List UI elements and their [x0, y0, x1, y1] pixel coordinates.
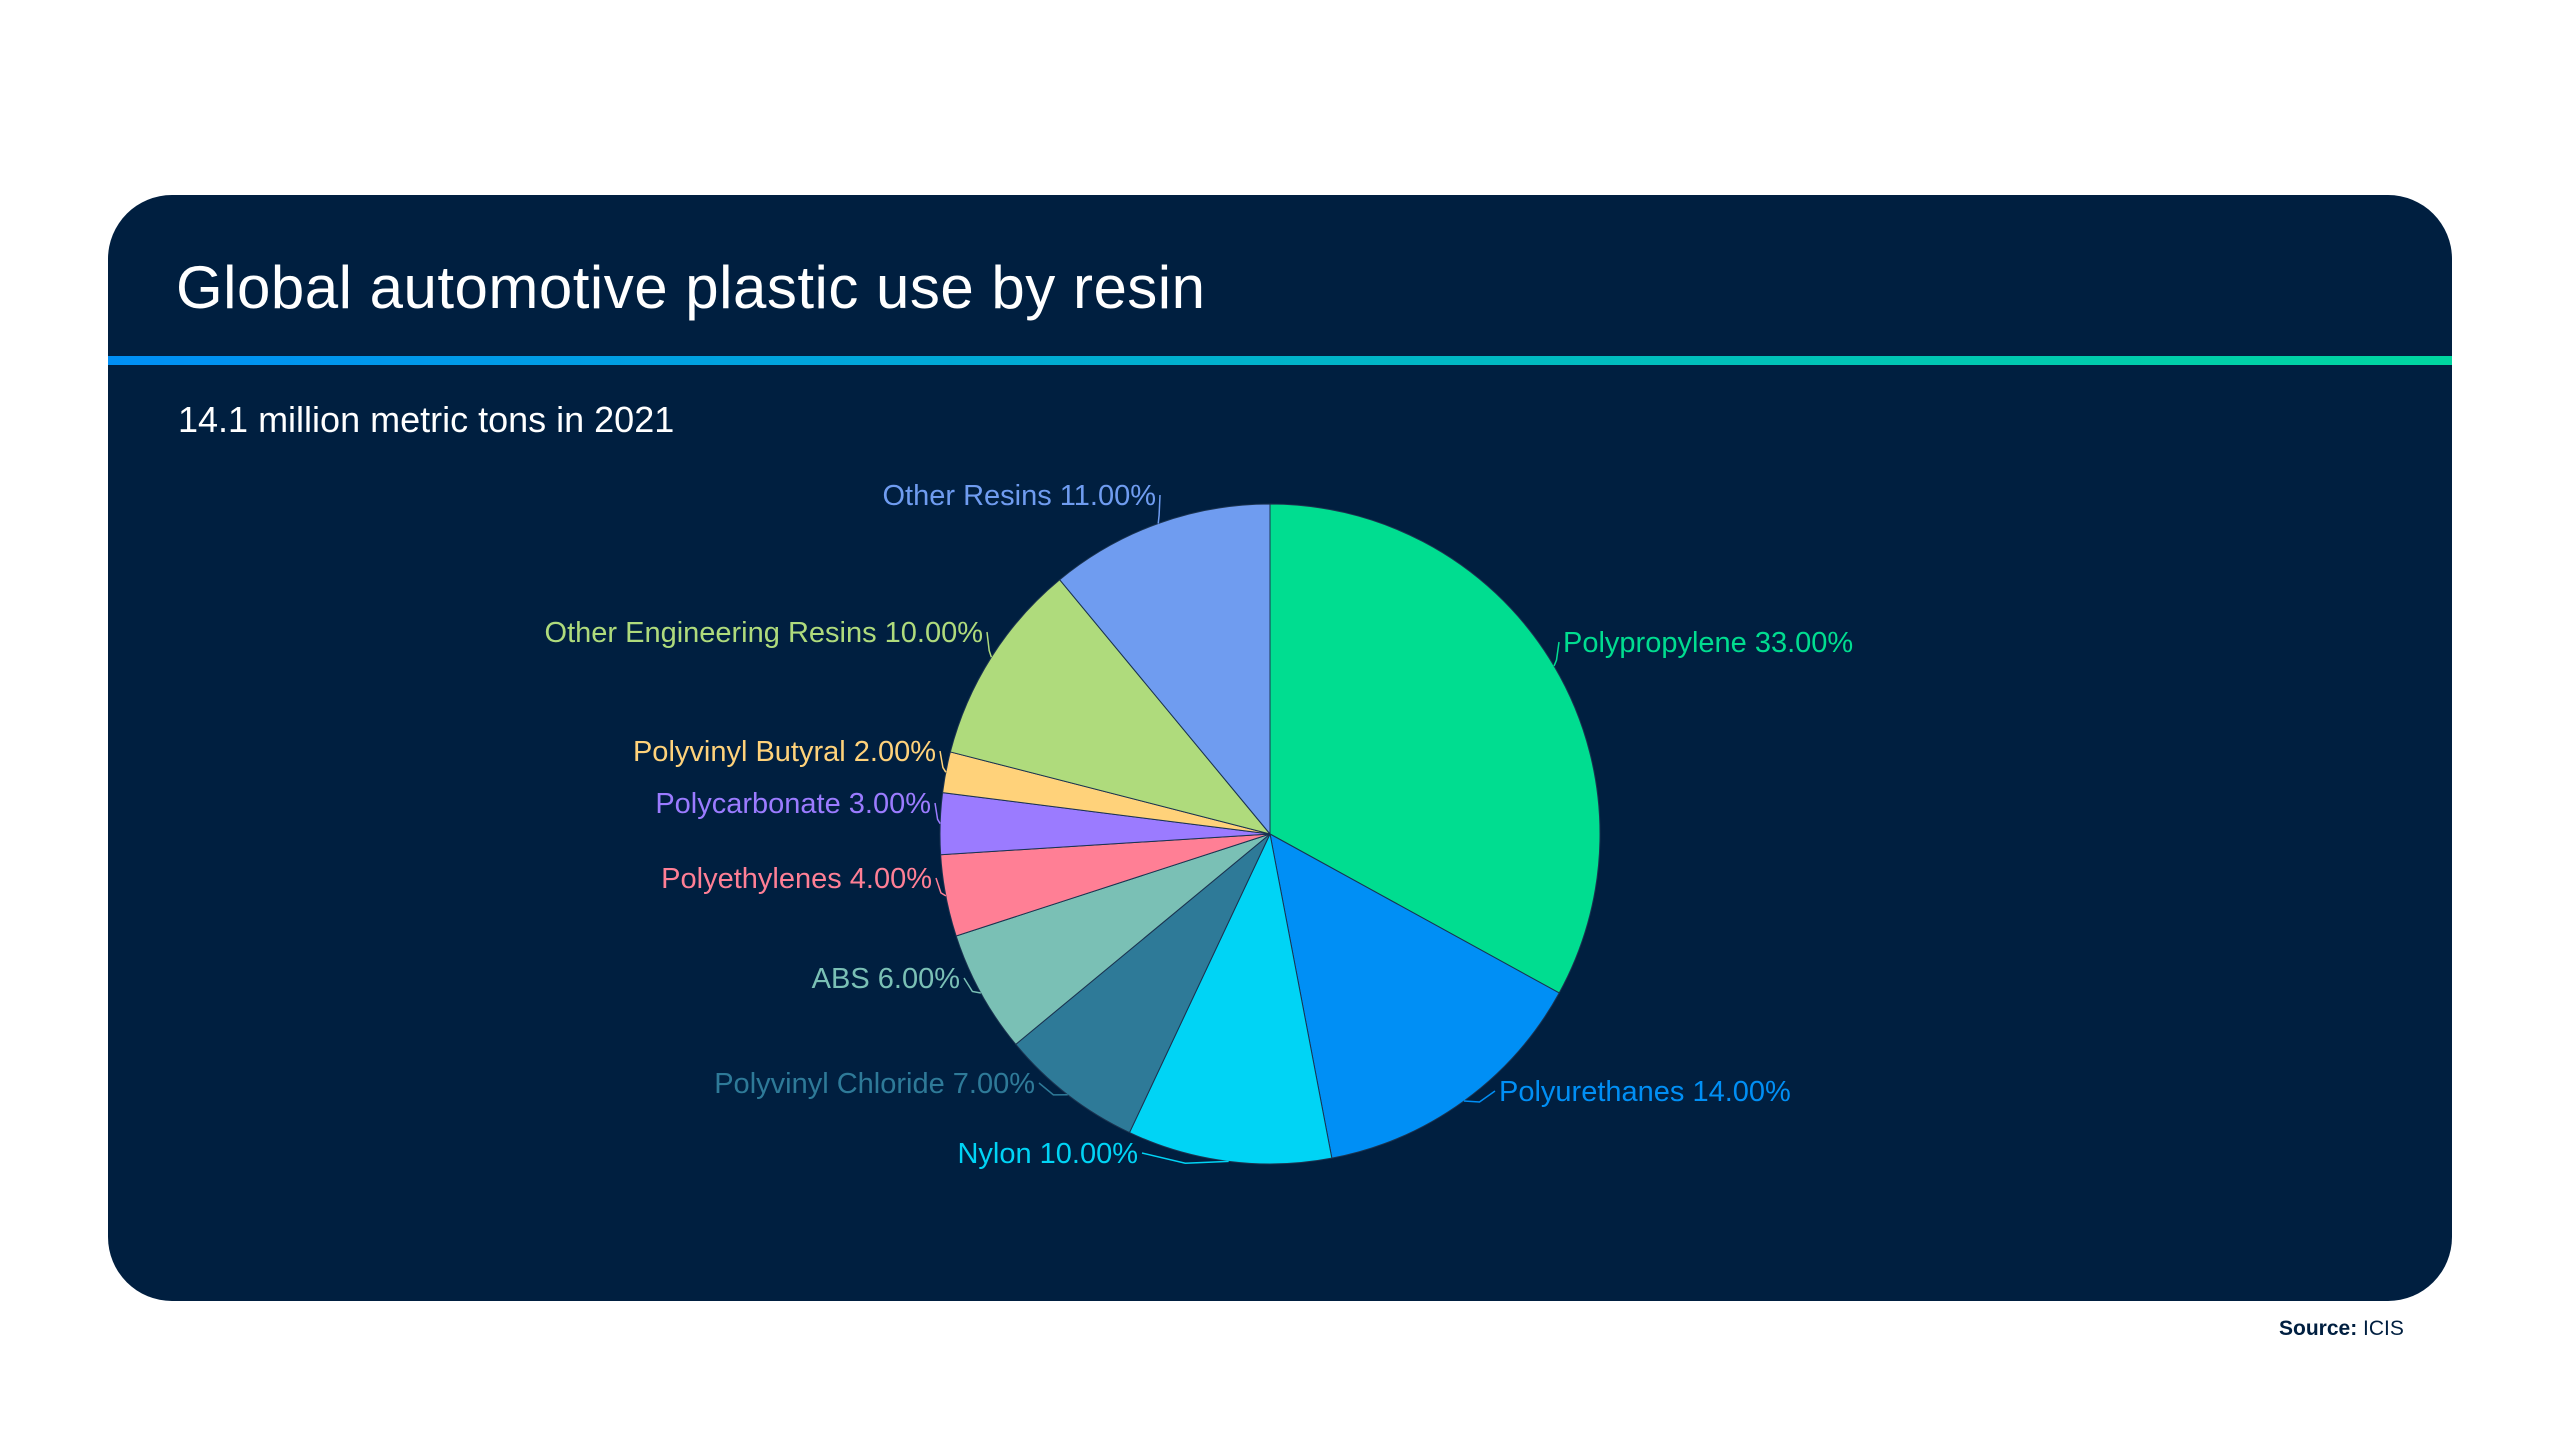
chart-title: Global automotive plastic use by resin: [176, 254, 1206, 321]
pie-slice-other-engineering-resins: [949, 579, 1272, 835]
leader-line: [1141, 1152, 1229, 1164]
pie-slice-other-resins: [1058, 503, 1271, 836]
pie-slice-polypropylene: [1269, 503, 1601, 994]
chart-subtitle: 14.1 million metric tons in 2021: [178, 399, 675, 440]
leader-line: [1038, 1082, 1068, 1096]
slice-label: Polyurethanes 14.00%: [1499, 1076, 1791, 1108]
slice-label: Other Resins 11.00%: [883, 480, 1157, 512]
leader-line: [934, 802, 941, 825]
leader-line: [939, 750, 947, 773]
source-note: Source: ICIS: [2279, 1317, 2404, 1341]
source-value: ICIS: [2363, 1317, 2404, 1340]
slice-label: Polycarbonate 3.00%: [655, 788, 931, 820]
slice-label: Polyvinyl Butyral 2.00%: [633, 736, 936, 768]
slice-label: Nylon 10.00%: [957, 1138, 1138, 1170]
slice-label: ABS 6.00%: [812, 963, 960, 995]
pie-slice-abs: [955, 833, 1271, 1046]
slice-label: Polyethylenes 4.00%: [661, 863, 932, 895]
leader-line: [1463, 1090, 1496, 1103]
leader-line: [1553, 641, 1560, 667]
slice-label: Polypropylene 33.00%: [1563, 627, 1853, 659]
leader-line: [1157, 494, 1161, 524]
leader-line: [986, 631, 993, 658]
leader-line: [935, 877, 947, 897]
source-label: Source:: [2279, 1317, 2358, 1340]
gradient-divider: [108, 356, 2452, 365]
pie-slice-nylon: [1128, 832, 1333, 1165]
leader-line: [963, 977, 981, 994]
slice-label: Other Engineering Resins 10.00%: [545, 617, 983, 649]
slice-label: Polyvinyl Chloride 7.00%: [714, 1068, 1035, 1100]
